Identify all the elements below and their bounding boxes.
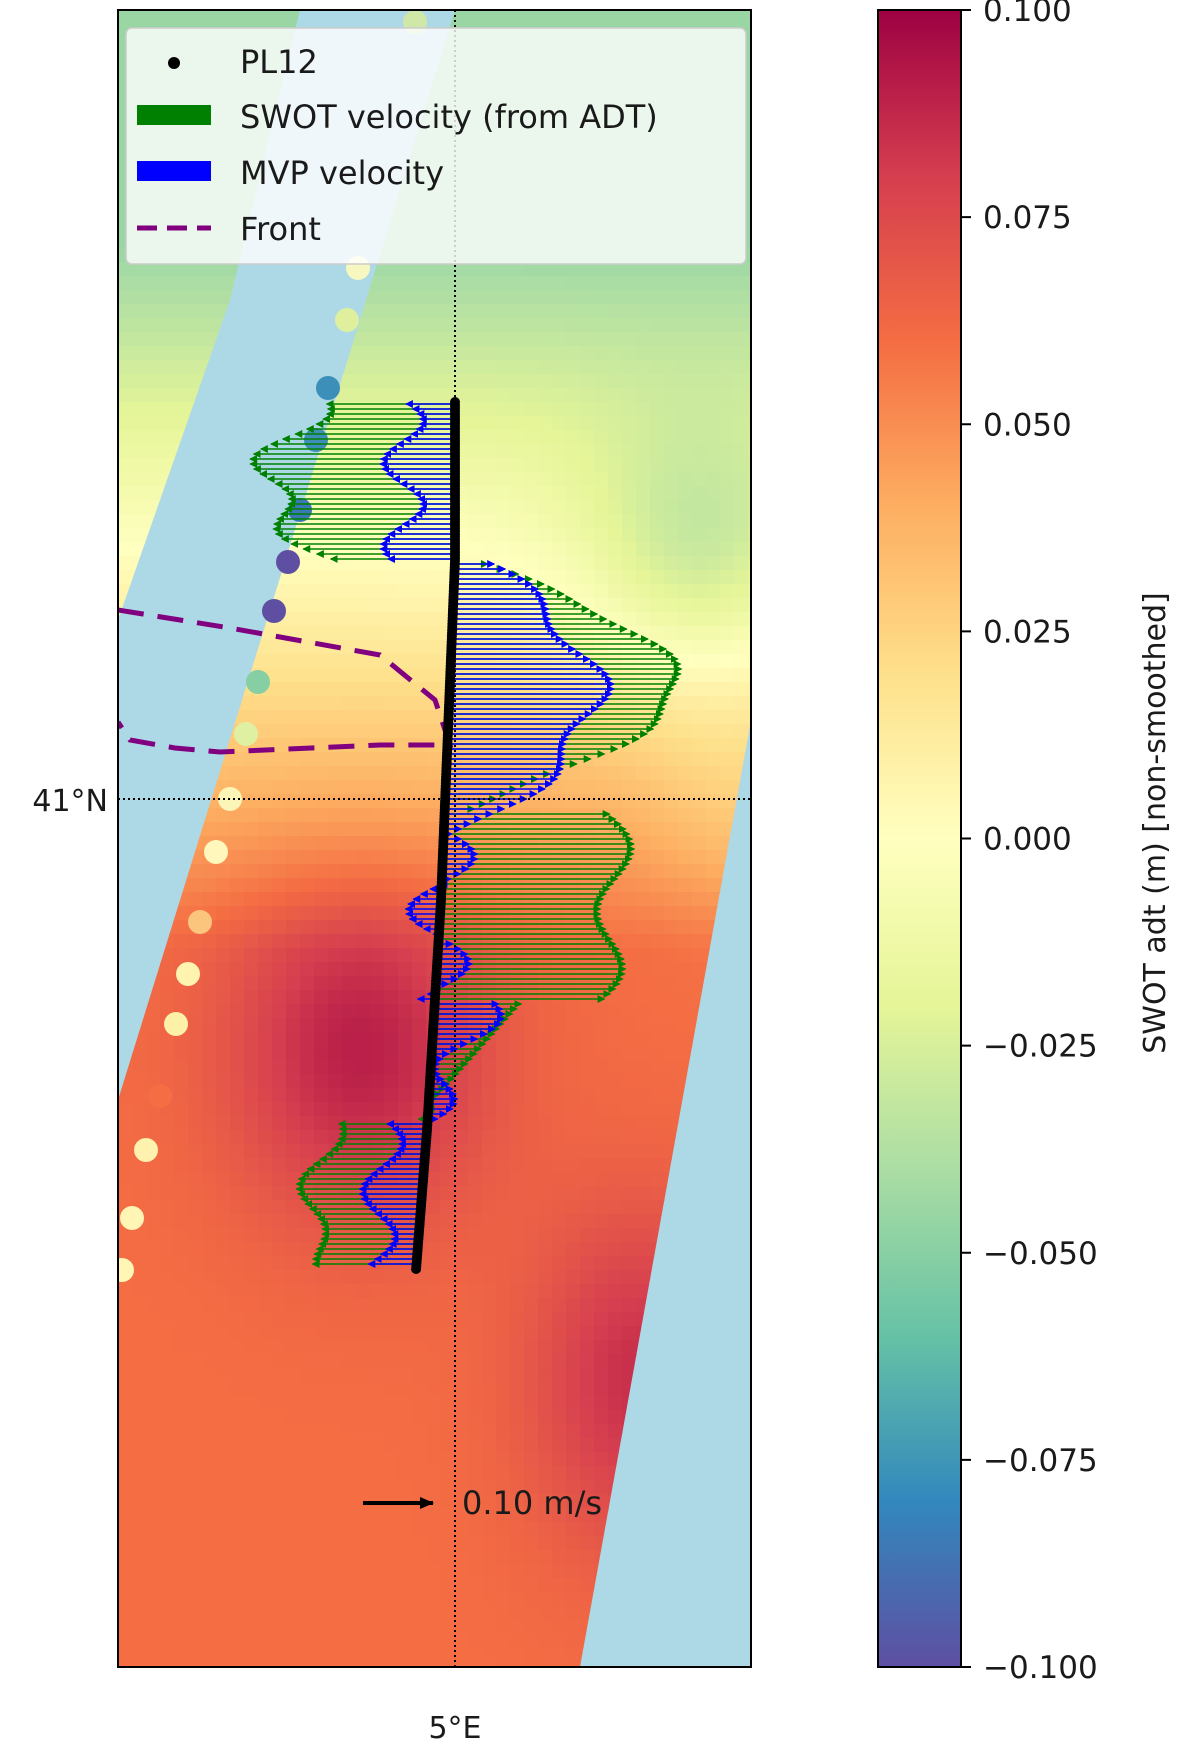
legend-label-mvp: MVP velocity <box>240 154 444 192</box>
nadir-dot <box>204 840 228 864</box>
nadir-dot <box>164 1012 188 1036</box>
colorbar-tick-label: −0.100 <box>983 1650 1098 1686</box>
lon-tick-label: 5°E <box>428 1711 481 1746</box>
colorbar-label: SWOT adt (m) [non-smoothed] <box>1138 592 1173 1054</box>
nadir-dot <box>188 910 212 934</box>
pl12-transect <box>411 397 460 1274</box>
colorbar-tick-label: 0.050 <box>983 407 1072 443</box>
front-line <box>118 607 454 755</box>
mvp-velocity-swatch-icon <box>137 161 211 181</box>
lat-tick-label: 41°N <box>32 784 108 819</box>
nadir-dot <box>148 1084 172 1108</box>
colorbar-tick-label: −0.050 <box>983 1236 1098 1272</box>
colorbar-tick-label: 0.000 <box>983 822 1072 858</box>
colorbar-tick-label: 0.075 <box>983 200 1072 236</box>
legend-label-pl12: PL12 <box>240 43 318 81</box>
nadir-dot <box>246 670 270 694</box>
nadir-dots <box>118 10 427 1282</box>
nadir-dot <box>120 1206 144 1230</box>
scale-arrow-label: 0.10 m/s <box>462 1484 602 1522</box>
nadir-dot <box>316 376 340 400</box>
swot-velocity-swatch-icon <box>137 105 211 125</box>
legend-box <box>125 27 747 265</box>
legend-label-swot: SWOT velocity (from ADT) <box>240 98 658 136</box>
colorbar-tick-label: −0.075 <box>983 1443 1098 1479</box>
nadir-dot <box>262 599 286 623</box>
velocity-vectors <box>249 400 683 1268</box>
colorbar-tick-label: 0.100 <box>983 0 1072 29</box>
colorbar-tick-label: 0.025 <box>983 614 1072 650</box>
nadir-dot <box>134 1138 158 1162</box>
nadir-dot <box>118 1258 134 1282</box>
nadir-dot <box>276 550 300 574</box>
nadir-dot <box>234 722 258 746</box>
pl12-station <box>411 1264 422 1274</box>
colorbar-tick-label: −0.025 <box>983 1029 1098 1065</box>
legend: PL12 SWOT velocity (from ADT) MVP veloci… <box>125 27 747 265</box>
legend-label-front: Front <box>240 210 321 248</box>
nadir-dot <box>335 308 359 332</box>
colorbar-ticks: 0.100 0.075 0.050 0.025 0.000 −0.025 −0.050 −0.… <box>961 0 1098 1686</box>
nadir-dot <box>176 962 200 986</box>
map-frame <box>117 9 752 1668</box>
pl12-marker-icon <box>168 57 180 69</box>
colorbar <box>877 9 962 1668</box>
